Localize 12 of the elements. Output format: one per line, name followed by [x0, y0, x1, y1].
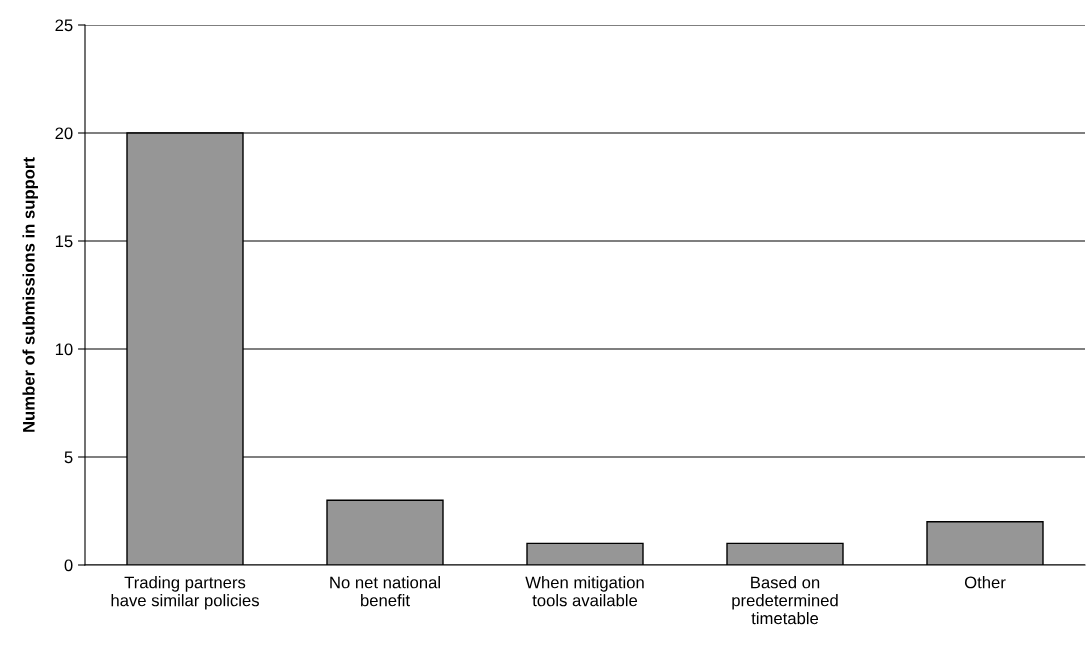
y-tick-label: 20: [55, 127, 73, 140]
y-tick-label: 10: [55, 343, 73, 356]
x-tick-label: No net national benefit: [330, 576, 440, 607]
x-tick-label: Trading partners have similar policies: [111, 576, 259, 610]
x-tick-label: When mitigation tools available: [525, 576, 644, 607]
y-tick-label: 0: [64, 559, 73, 572]
y-tick-label: 5: [64, 451, 73, 464]
x-tick-label: Other: [964, 576, 1006, 589]
y-axis-title: Number of submissions in support: [22, 157, 38, 432]
y-tick-label: 15: [55, 235, 73, 248]
x-tick-label: Based on predetermined timetable: [732, 576, 838, 625]
y-tick-label: 25: [55, 19, 73, 32]
